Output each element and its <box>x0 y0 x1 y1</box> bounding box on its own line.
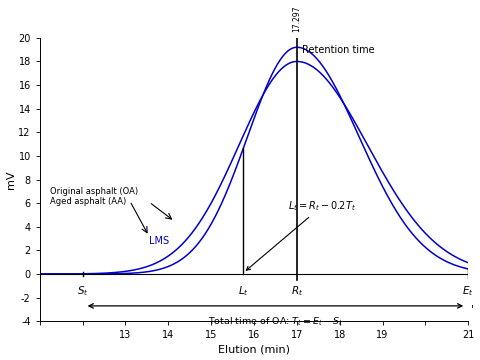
Text: $E_t$: $E_t$ <box>462 284 474 298</box>
Text: Original asphalt (OA): Original asphalt (OA) <box>50 187 139 196</box>
Text: $R_t$: $R_t$ <box>291 284 303 298</box>
X-axis label: Elution (min): Elution (min) <box>218 345 290 355</box>
Text: 17.297: 17.297 <box>292 5 301 32</box>
Text: $L_t$: $L_t$ <box>238 284 249 298</box>
Text: LMS: LMS <box>149 237 169 247</box>
Text: $L_t=R_t-0.2T_t$: $L_t=R_t-0.2T_t$ <box>246 199 356 270</box>
Y-axis label: mV: mV <box>6 170 15 189</box>
Text: $S_t$: $S_t$ <box>77 284 88 298</box>
Text: Aged asphalt (AA): Aged asphalt (AA) <box>50 197 127 206</box>
Text: ': ' <box>470 305 474 314</box>
Text: Retention time: Retention time <box>302 45 374 55</box>
Text: Total time of OA: $T_t = E_t - S_t$: Total time of OA: $T_t = E_t - S_t$ <box>208 315 343 328</box>
